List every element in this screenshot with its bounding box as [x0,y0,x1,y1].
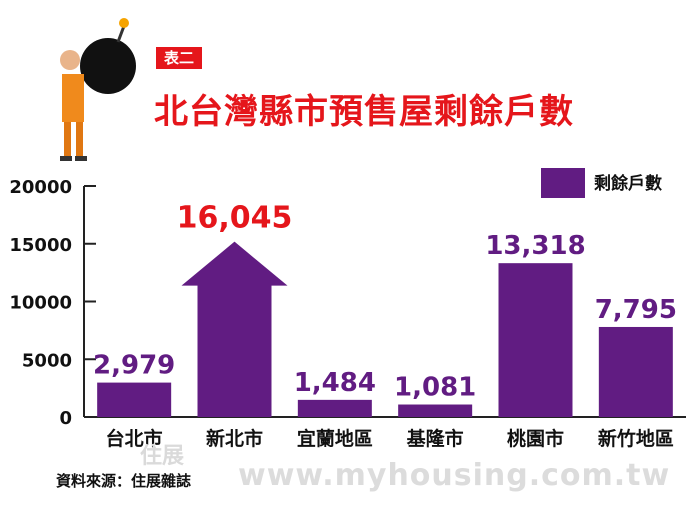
source-note: 資料來源：住展雜誌 [56,472,192,490]
data-label: 7,795 [595,295,677,325]
data-label: 13,318 [485,231,585,261]
x-tick-label: 新北市 [206,427,263,450]
watermark-text: www.myhousing.com.tw [238,458,671,493]
bar-0 [97,382,172,417]
y-tick-label: 20000 [9,177,72,198]
data-label: 1,081 [394,373,476,403]
bar-2 [297,399,372,417]
y-tick-label: 0 [59,408,72,429]
bar-3 [398,404,473,417]
x-tick-label: 宜蘭地區 [297,427,373,450]
bomb-mascot-illustration [60,18,136,161]
bar-4 [498,263,573,417]
bomb-icon [80,38,136,94]
title-tag: 表二 [156,47,203,69]
legend-swatch [541,168,585,198]
fuse-spark-icon [119,18,129,28]
legend-label: 剩餘戶數 [594,173,662,194]
data-label: 2,979 [93,351,175,381]
x-tick-label: 基隆市 [406,427,464,450]
data-label: 1,484 [294,368,376,398]
watermark-logo: 住展 [140,444,185,469]
y-tick-label: 15000 [9,235,72,256]
data-label: 16,045 [177,201,293,236]
y-tick-label: 5000 [22,350,72,371]
bar-5 [598,326,673,417]
person-body [62,74,84,122]
x-tick-label: 新竹地區 [598,427,674,450]
bar-arrow-1 [181,241,288,417]
person-head [60,50,80,70]
page-title: 北台灣縣市預售屋剩餘戶數 [154,92,574,132]
x-tick-label: 桃園市 [507,427,564,450]
y-tick-label: 10000 [9,293,72,314]
x-tick-label: 台北市 [106,427,163,450]
